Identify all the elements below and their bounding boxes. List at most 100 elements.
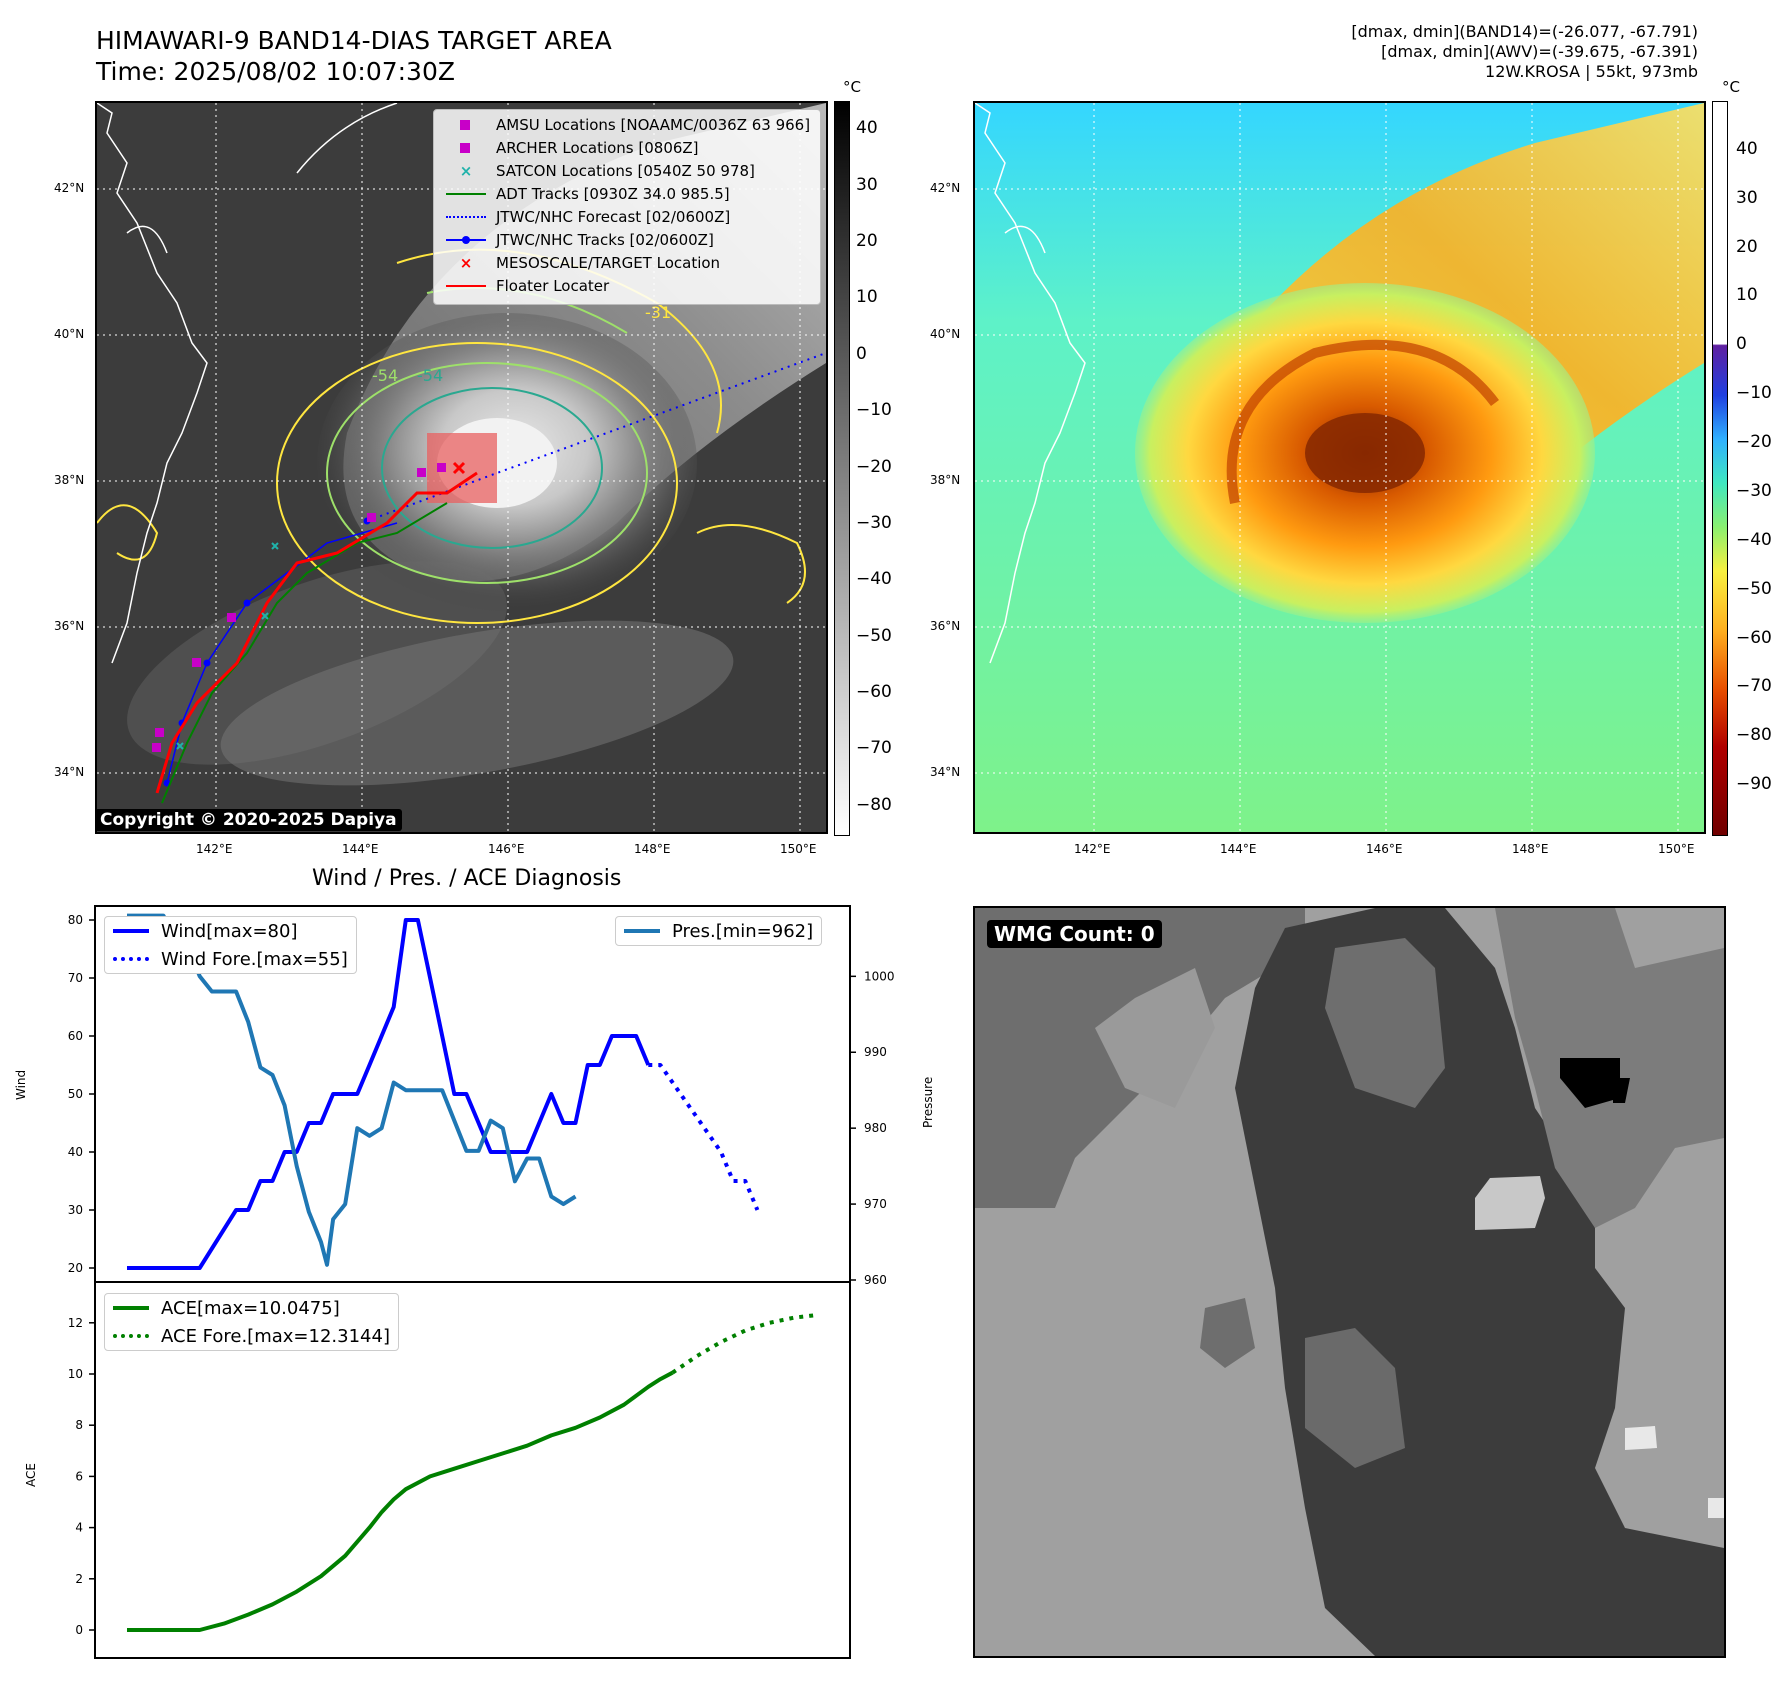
ace-legend-label: ACE[max=10.0475] (161, 1297, 340, 1319)
awv-satellite-map (973, 101, 1706, 834)
pres-legend-label: Pres.[min=962] (672, 920, 814, 942)
pres-line-icon (624, 929, 660, 933)
wind-legend-label: Wind[max=80] (161, 920, 298, 942)
lon-label: 146°E (1366, 842, 1403, 856)
lon-label: 150°E (1658, 842, 1695, 856)
colorbar-tick-label: −80 (1736, 725, 1772, 746)
colorbar-tick-label: −50 (856, 625, 892, 646)
lat-label: 34°N (54, 765, 85, 779)
ace-tick-label: 12 (68, 1316, 83, 1330)
pressure-tick-label: 960 (864, 1273, 887, 1287)
lat-label: 40°N (54, 327, 85, 341)
colorbar-tick-label: −40 (1736, 529, 1772, 550)
legend-target: MESOSCALE/TARGET Location (496, 254, 721, 272)
lat-label: 42°N (930, 181, 961, 195)
ace-plot-frame (94, 1281, 851, 1659)
ace-tick-label: 4 (75, 1521, 83, 1535)
colorbar-tick-label: −90 (1736, 774, 1772, 795)
wind-tick-label: 60 (68, 1029, 83, 1043)
ace-series-line (127, 1370, 674, 1632)
colorbar-tick-label: 40 (856, 118, 878, 139)
ace-axis-label: ACE (24, 1463, 38, 1487)
lat-label: 34°N (930, 765, 961, 779)
colorbar-tick-label: −10 (1736, 383, 1772, 404)
legend-floater: Floater Locater (496, 277, 610, 295)
contour-label: -54 (417, 366, 443, 385)
lat-label: 42°N (54, 181, 85, 195)
colorbar-tick-label: −20 (1736, 432, 1772, 453)
awv-colorbar (1712, 101, 1728, 836)
colorbar-tick-label: 30 (856, 174, 878, 195)
awv-satellite-image (975, 103, 1704, 832)
jtwc-forecast (366, 352, 826, 522)
wind-tick-label: 70 (68, 971, 83, 985)
lon-label: 150°E (780, 842, 817, 856)
pressure-series-line (127, 913, 577, 1267)
map-legend: AMSU Locations [NOAAMC/0036Z 63 966] ARC… (433, 109, 821, 305)
amsu-marker-icon (446, 117, 486, 133)
ace-fore-legend-label: ACE Fore.[max=12.3144] (161, 1325, 390, 1347)
floater-line-icon (446, 278, 486, 294)
forecast-line-icon (446, 209, 486, 225)
jtwc-track-icon (446, 232, 486, 248)
mesoscale-target-marker (452, 461, 466, 475)
colorbar-tick-label: 10 (1736, 285, 1758, 306)
ace-tick-label: 2 (75, 1572, 83, 1586)
colorbar-tick-label: −70 (856, 738, 892, 759)
awv-range: [dmax, dmin](AWV)=(-39.675, -67.391) (1381, 42, 1698, 61)
legend-adt: ADT Tracks [0930Z 34.0 985.5] (496, 185, 730, 203)
lat-label: 36°N (54, 619, 85, 633)
wmg-panel: WMG Count: 0 (973, 906, 1726, 1658)
colorbar-tick-label: −30 (1736, 480, 1772, 501)
pressure-axis-label: Pressure (921, 1076, 935, 1128)
lon-label: 148°E (634, 842, 671, 856)
ace-tick-label: 0 (75, 1623, 83, 1637)
wmg-image (975, 908, 1724, 1656)
target-marker-icon: × (459, 254, 473, 272)
amsu-archer-points (152, 463, 446, 752)
pressure-tick-label: 970 (864, 1197, 887, 1211)
colorbar-tick-label: 10 (856, 287, 878, 308)
legend-archer: ARCHER Locations [0806Z] (496, 139, 699, 157)
colorbar-unit: °C (1722, 78, 1740, 96)
wind-tick-label: 40 (68, 1145, 83, 1159)
wind-tick-label: 20 (68, 1261, 83, 1275)
storm-info: 12W.KROSA | 55kt, 973mb (1485, 62, 1698, 81)
lat-label: 40°N (930, 327, 961, 341)
wind-legend: Wind[max=80] Wind Fore.[max=55] (104, 916, 357, 974)
pressure-legend: Pres.[min=962] (615, 916, 823, 946)
lon-label: 144°E (1220, 842, 1257, 856)
ir-colorbar (834, 101, 850, 836)
ir-satellite-map: -54 -54 -31 (95, 101, 828, 834)
copyright-badge: Copyright © 2020-2025 Dapiya (97, 809, 402, 831)
wind-series-line (127, 918, 651, 1270)
diagnosis-title: Wind / Pres. / ACE Diagnosis (312, 866, 622, 891)
ace-series-line (671, 1312, 819, 1375)
pressure-tick-label: 990 (864, 1045, 887, 1059)
lat-label: 36°N (930, 619, 961, 633)
wind-line-icon (113, 929, 149, 933)
adt-line-icon (446, 186, 486, 202)
wind-tick-label: 50 (68, 1087, 83, 1101)
colorbar-tick-label: −20 (856, 456, 892, 477)
pressure-tick-label: 1000 (864, 969, 895, 983)
colorbar-tick-label: 40 (1736, 138, 1758, 159)
satcon-marker-icon: × (459, 162, 473, 180)
satellite-title: HIMAWARI-9 BAND14-DIAS TARGET AREA (96, 26, 612, 55)
wind-tick-label: 30 (68, 1203, 83, 1217)
colorbar-tick-label: −40 (856, 569, 892, 590)
lon-label: 146°E (488, 842, 525, 856)
floater-track (155, 471, 478, 794)
adt-track (161, 502, 448, 804)
legend-jtwc-tracks: JTWC/NHC Tracks [02/0600Z] (496, 231, 714, 249)
wind-tick-label: 80 (68, 913, 83, 927)
lon-label: 142°E (196, 842, 233, 856)
legend-forecast: JTWC/NHC Forecast [02/0600Z] (496, 208, 731, 226)
lon-label: 144°E (342, 842, 379, 856)
colorbar-tick-label: 30 (1736, 187, 1758, 208)
ace-line-icon (113, 1306, 149, 1310)
archer-marker-icon (446, 140, 486, 156)
satellite-time: Time: 2025/08/02 10:07:30Z (96, 57, 455, 86)
colorbar-tick-label: 0 (856, 343, 867, 364)
colorbar-tick-label: 20 (1736, 236, 1758, 257)
